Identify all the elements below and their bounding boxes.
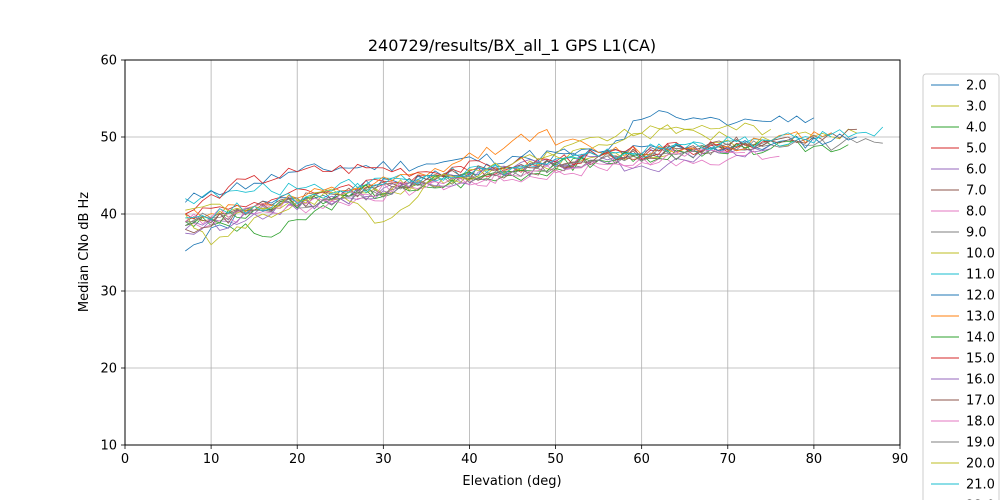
x-tick-label: 90 [892, 452, 909, 467]
x-tick-label: 60 [633, 452, 650, 467]
legend-entry-label: 10.0 [966, 247, 995, 262]
plot-frame [124, 59, 901, 446]
series-line-10.0 [184, 122, 772, 246]
x-tick-label: 50 [547, 452, 564, 467]
series-line-13.0 [185, 128, 832, 219]
legend-entry-label: 15.0 [966, 352, 995, 367]
legend-entry-label: 6.0 [966, 163, 987, 178]
x-tick-label: 70 [720, 452, 737, 467]
series-line-8.0 [185, 150, 780, 229]
series-line-15.0 [185, 140, 771, 215]
series-line-9.0 [185, 137, 883, 223]
tick-layer: 0 10 20 30 40 50 60 70 80 90 10 20 30 40 50 60 [100, 54, 908, 468]
legend: 2.0 3.0 4.0 5.0 6.0 7.0 8.0 9.0 10.0 11.0 12.0 13.0… [922, 73, 1000, 500]
y-tick-label: 30 [100, 285, 117, 300]
y-tick-label: 20 [100, 362, 117, 377]
legend-entry-label: 17.0 [966, 394, 995, 409]
y-tick-label: 50 [100, 131, 117, 146]
chart-title: 240729/results/BX_all_1 GPS L1(CA) [368, 36, 656, 56]
legend-entry-label: 2.0 [966, 79, 987, 94]
legend-entry-label: 11.0 [966, 268, 995, 283]
y-tick-label: 10 [100, 439, 117, 454]
x-tick-label: 0 [121, 452, 129, 467]
legend-entry-label: 3.0 [966, 100, 987, 115]
x-tick-label: 80 [806, 452, 823, 467]
legend-entry-label: 22.0 [966, 499, 995, 500]
x-tick-label: 40 [461, 452, 478, 467]
series-line-5.0 [185, 141, 746, 220]
series-layer [184, 110, 884, 252]
legend-entry-label: 19.0 [966, 436, 995, 451]
y-tick-label: 60 [100, 54, 117, 69]
legend-entry-label: 7.0 [966, 184, 987, 199]
legend-entry-label: 14.0 [966, 331, 995, 346]
legend-entry-label: 8.0 [966, 205, 987, 220]
legend-frame [922, 73, 1000, 500]
legend-entry-label: 20.0 [966, 457, 995, 472]
grid-layer [124, 59, 901, 446]
legend-entry-label: 12.0 [966, 289, 995, 304]
series-line-21.0 [185, 130, 832, 221]
legend-entry-label: 5.0 [966, 142, 987, 157]
x-tick-label: 30 [375, 452, 392, 467]
legend-entry-label: 9.0 [966, 226, 987, 241]
legend-entry-label: 21.0 [966, 478, 995, 493]
x-tick-label: 10 [203, 452, 220, 467]
legend-entry-label: 18.0 [966, 415, 995, 430]
series-line-18.0 [185, 149, 746, 225]
y-tick-label: 40 [100, 208, 117, 223]
x-tick-label: 20 [289, 452, 306, 467]
y-axis-label: Median CNo dB Hz [77, 192, 92, 312]
legend-entry-label: 16.0 [966, 373, 995, 388]
legend-entry-label: 4.0 [966, 121, 987, 136]
x-axis-label: Elevation (deg) [462, 474, 561, 489]
legend-entry-label: 13.0 [966, 310, 995, 325]
series-line-20.0 [185, 125, 729, 224]
